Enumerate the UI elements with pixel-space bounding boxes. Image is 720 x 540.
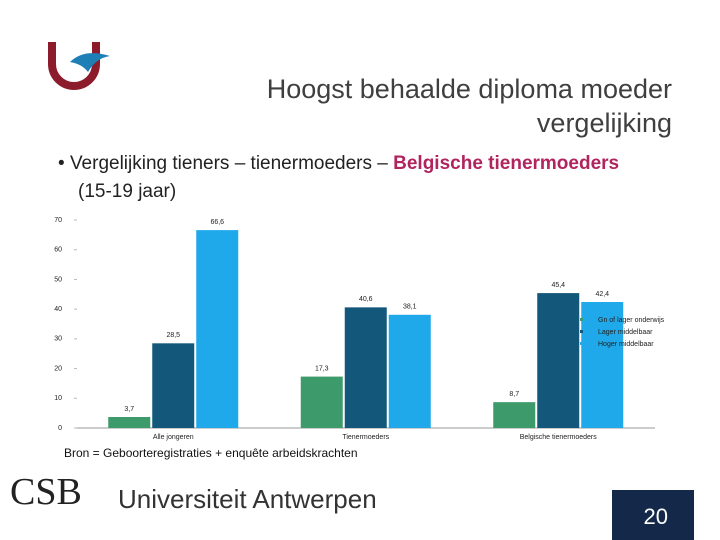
page-number: 20 <box>612 490 694 540</box>
legend-marker <box>580 318 583 321</box>
bar <box>581 302 624 428</box>
logo <box>48 42 110 90</box>
legend-marker <box>580 330 583 333</box>
x-tick-label: Alle jongeren <box>153 434 194 441</box>
bullet-text: Vergelijking tieners – tienermoeders – <box>69 153 388 174</box>
bullet-suffix: (15-19 jaar) <box>78 181 177 202</box>
y-tick-label: 10 <box>54 395 62 402</box>
legend-label: Gn of lager onderwijs <box>598 317 665 324</box>
value-label: 66,6 <box>210 219 224 226</box>
y-tick-label: 0 <box>58 425 62 432</box>
bar <box>493 402 536 428</box>
value-label: 8,7 <box>509 391 519 398</box>
value-label: 38,1 <box>403 304 417 311</box>
value-label: 45,4 <box>551 282 565 289</box>
university: Universiteit Antwerpen <box>118 484 377 514</box>
bar <box>300 376 343 428</box>
bullet: • Vergelijking tieners – tienermoeders –… <box>58 153 620 202</box>
y-tick-label: 70 <box>54 217 62 224</box>
bar <box>108 417 151 428</box>
bar <box>196 230 239 428</box>
value-label: 17,3 <box>315 365 329 372</box>
legend-marker <box>580 342 583 345</box>
bar <box>344 307 387 428</box>
x-tick-label: Tienermoeders <box>342 434 389 441</box>
value-label: 42,4 <box>595 291 609 298</box>
legend-label: Hoger middelbaar <box>598 341 654 348</box>
y-tick-label: 30 <box>54 336 62 343</box>
y-tick-label: 60 <box>54 247 62 254</box>
value-label: 28,5 <box>166 332 180 339</box>
csb-logo: CSB <box>10 471 82 513</box>
legend-label: Lager middelbaar <box>598 329 653 336</box>
value-label: 3,7 <box>124 406 134 413</box>
bullet-highlight: Belgische tienermoeders <box>393 153 620 174</box>
source: Bron = Geboorteregistraties + enquête ar… <box>64 446 358 460</box>
x-tick-label: Belgische tienermoeders <box>520 434 598 441</box>
bar <box>152 343 195 428</box>
bar <box>388 314 431 428</box>
bar <box>537 293 580 428</box>
y-tick-label: 20 <box>54 365 62 372</box>
y-tick-label: 50 <box>54 276 62 283</box>
value-label: 40,6 <box>359 296 373 303</box>
slide-title: Hoogst behaalde diploma moeder vergelijk… <box>266 74 672 138</box>
y-tick-label: 40 <box>54 306 62 313</box>
